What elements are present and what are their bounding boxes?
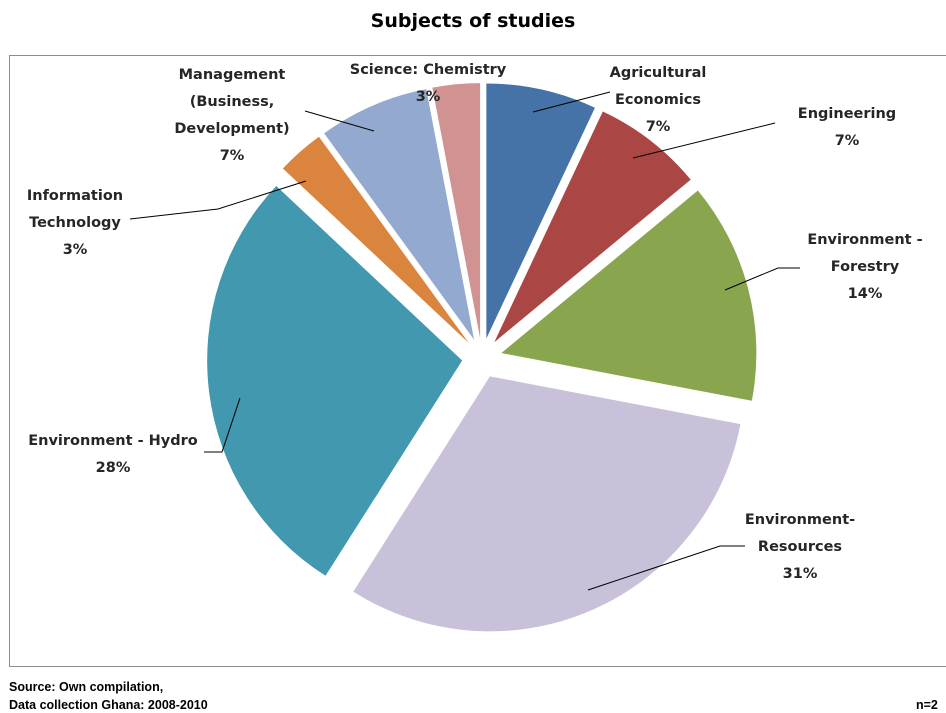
leader-line-5 [204, 397, 241, 453]
chart-title: Subjects of studies [370, 10, 576, 32]
pie-slice-4 [353, 376, 741, 632]
pie-slice-2 [494, 111, 691, 343]
leader-line-3 [724, 267, 800, 291]
leader-line-4 [587, 545, 745, 591]
sample-size-label: n=2 [916, 698, 938, 712]
slice-label-6: Information Technology 3% [27, 188, 123, 258]
pie-slice-8 [432, 83, 481, 339]
slice-label-3: Environment -Forestry 14% [807, 232, 922, 302]
leader-line-1 [532, 91, 611, 113]
pie-slice-6 [282, 136, 469, 343]
leader-line-2 [632, 122, 776, 159]
slice-label-5: Environment - Hydro 28% [28, 433, 198, 476]
slice-label-8: Science: Chemistry 3% [350, 62, 507, 105]
slice-label-7: Management (Business, Development) 7% [174, 67, 289, 164]
pie-slice-3 [501, 190, 757, 401]
slice-label-1: Agricultural Economics 7% [610, 65, 707, 135]
pie-slice-5 [207, 185, 463, 576]
pie-slice-1 [486, 83, 595, 339]
chart-frame [9, 55, 946, 667]
slice-label-2: Engineering 7% [798, 106, 896, 149]
slice-label-4: Environment-Resources 31% [745, 512, 855, 582]
source-note: Source: Own compilation, [9, 680, 164, 694]
leader-line-6 [129, 180, 307, 220]
leader-line-7 [304, 110, 375, 132]
pie-slice-7 [324, 89, 475, 340]
data-collection-note: Data collection Ghana: 2008-2010 [9, 698, 208, 712]
